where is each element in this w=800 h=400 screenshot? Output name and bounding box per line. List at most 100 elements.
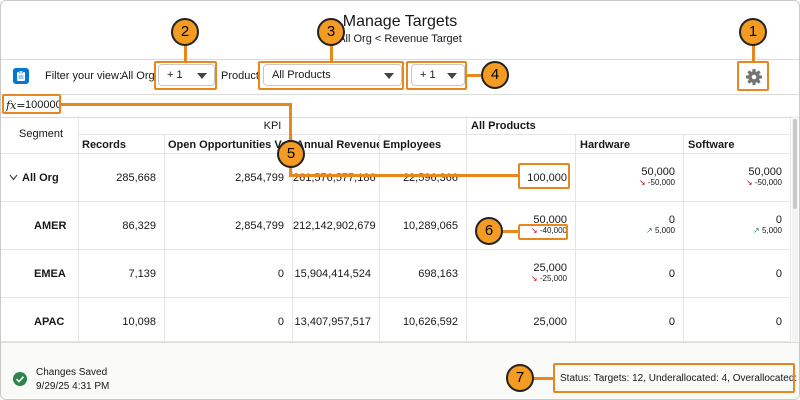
highlight-formula: [2, 94, 61, 114]
column-header: Open Opportunities Val: [165, 135, 293, 154]
product-value: All Products: [272, 69, 331, 81]
column-header: Records: [79, 135, 165, 154]
filter-label: Filter your view:: [45, 70, 123, 82]
connector-line: [330, 45, 333, 61]
chevron-down-icon: [384, 73, 394, 79]
highlight-target-cell: [518, 163, 570, 189]
target-cell[interactable]: 0: [576, 298, 684, 342]
column-header: Hardware: [576, 135, 684, 154]
column-header: [467, 135, 576, 154]
highlight-product-depth: [406, 61, 467, 90]
connector-line: [184, 45, 187, 61]
saved-title: Changes Saved: [36, 367, 108, 378]
connector-line: [501, 230, 518, 233]
table-cell: 86,329: [79, 202, 165, 250]
highlight-org-depth: [154, 61, 217, 90]
filter-icon: [13, 68, 29, 84]
org-depth-value: + 1: [167, 69, 183, 81]
column-header: Annual Revenue: [293, 135, 380, 154]
arrow-up-icon: ↗: [753, 226, 760, 235]
table-cell: 0: [165, 298, 293, 342]
all-products-header: All Products: [467, 116, 791, 135]
target-cell[interactable]: 0: [684, 250, 791, 298]
callout-badge: 2: [171, 18, 199, 46]
callout-badge: 1: [739, 18, 767, 46]
table-cell: 10,626,592: [380, 298, 467, 342]
target-cell[interactable]: 0: [684, 298, 791, 342]
chevron-down-icon: [197, 73, 207, 79]
product-select[interactable]: All Products: [263, 64, 402, 86]
highlight-status: [553, 363, 795, 393]
arrow-down-icon: ↘: [745, 178, 753, 187]
callout-badge: 4: [481, 61, 509, 89]
saved-time: 9/29/25 4:31 PM: [36, 381, 110, 392]
target-cell[interactable]: 25,000: [467, 298, 576, 342]
table-row-segment[interactable]: All Org: [1, 154, 79, 202]
connector-line: [752, 45, 755, 61]
page-title: Manage Targets: [342, 13, 458, 30]
gear-icon[interactable]: [741, 65, 767, 89]
table-cell: 7,139: [79, 250, 165, 298]
target-cell[interactable]: 100,000: [467, 154, 576, 202]
table-cell: 2,854,799: [165, 202, 293, 250]
callout-badge: 6: [475, 217, 503, 245]
allocation-status: Status: Targets: 12, Underallocated: 4, …: [560, 373, 800, 384]
arrow-down-icon: ↘: [530, 226, 538, 235]
arrow-down-icon: ↘: [638, 178, 646, 187]
product-label: Product: [221, 70, 259, 82]
table-row-segment[interactable]: EMEA: [1, 250, 79, 298]
chevron-down-icon[interactable]: [9, 174, 18, 181]
page-subtitle: All Org < Revenue Target: [338, 33, 462, 45]
table-cell: 13,407,957,517: [293, 298, 380, 342]
org-depth-select[interactable]: + 1: [158, 64, 215, 86]
table-cell: 0: [165, 250, 293, 298]
table-cell: 22,596,366: [380, 154, 467, 202]
arrow-down-icon: ↘: [530, 274, 538, 283]
formula-input[interactable]: 100000: [25, 99, 62, 111]
kpi-header: KPI: [79, 116, 467, 135]
header: Manage Targets All Org < Revenue Target: [1, 1, 799, 59]
target-cell[interactable]: 50,000 ↘ -50,000: [684, 154, 791, 202]
org-label: All Org: [121, 70, 155, 82]
targets-grid: Segment KPI All Products Records Open Op…: [1, 116, 791, 342]
product-depth-value: + 1: [420, 69, 436, 81]
chevron-down-icon: [447, 73, 457, 79]
segment-header: Segment: [1, 116, 79, 154]
table-cell: 2,854,799: [165, 154, 293, 202]
fx-symbol: fx=: [6, 99, 26, 112]
highlight-gear: [737, 61, 769, 91]
table-cell: 10,098: [79, 298, 165, 342]
target-cell[interactable]: 50,000 ↘ -40,000: [467, 202, 576, 250]
formula-bar: fx= 100000: [1, 94, 799, 118]
arrow-up-icon: ↗: [646, 226, 653, 235]
highlight-product-select: [258, 61, 404, 90]
table-cell: 698,163: [380, 250, 467, 298]
product-depth-select[interactable]: + 1: [411, 64, 465, 86]
table-row-segment[interactable]: APAC: [1, 298, 79, 342]
target-cell[interactable]: 50,000 ↘ -50,000: [576, 154, 684, 202]
table-cell: 285,668: [79, 154, 165, 202]
footer: Changes Saved 9/29/25 4:31 PM Status: Ta…: [1, 342, 800, 399]
target-cell[interactable]: 0 ↗ 5,000: [684, 202, 791, 250]
target-cell[interactable]: 0: [576, 250, 684, 298]
connector-line: [61, 103, 291, 106]
target-cell[interactable]: 0 ↗ 5,000: [576, 202, 684, 250]
table-cell: 15,904,414,524: [293, 250, 380, 298]
scrollbar-thumb[interactable]: [793, 119, 797, 209]
connector-line: [467, 74, 481, 77]
vertical-scrollbar[interactable]: [792, 116, 798, 342]
filter-bar: Filter your view: All Org + 1 Product Al…: [1, 59, 799, 94]
connector-line: [533, 377, 553, 380]
table-cell: 10,289,065: [380, 202, 467, 250]
callout-badge: 7: [506, 364, 534, 392]
connector-line: [289, 174, 518, 177]
table-row-segment[interactable]: AMER: [1, 202, 79, 250]
table-cell: 212,142,902,679: [293, 202, 380, 250]
column-header: Employees: [380, 135, 467, 154]
target-cell[interactable]: 25,000 ↘ -25,000: [467, 250, 576, 298]
highlight-delta: [518, 224, 568, 240]
callout-badge: 5: [277, 140, 305, 168]
check-circle-icon: [13, 372, 27, 386]
callout-badge: 3: [317, 18, 345, 46]
